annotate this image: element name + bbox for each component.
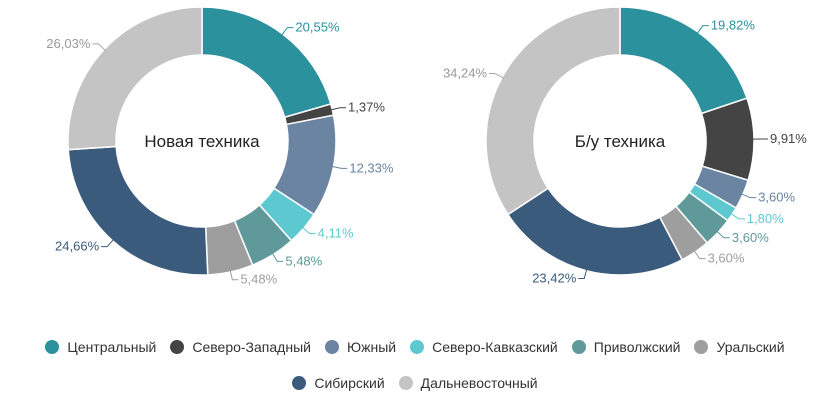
- donut1-leader-ural: [693, 250, 706, 260]
- donut0-label-south: 12,33%: [349, 160, 394, 175]
- donut1-label-south: 3,60%: [758, 190, 795, 205]
- donut1-label-far-east: 34,24%: [443, 66, 488, 81]
- legend-dot-central: [45, 340, 60, 354]
- legend-dot-far-east: [398, 376, 413, 390]
- donut1-leader-north-caucasus: [730, 212, 745, 220]
- legend-item-far-east[interactable]: Дальневосточный: [398, 375, 538, 391]
- donut1-leader-volga: [716, 230, 730, 239]
- donut1-label-volga: 3,60%: [732, 230, 769, 245]
- legend-label-far-east: Дальневосточный: [420, 375, 538, 391]
- legend-item-siberian[interactable]: Сибирский: [292, 375, 385, 391]
- donut1-leader-far-east: [489, 73, 505, 79]
- legend-item-ural[interactable]: Уральский: [694, 339, 785, 355]
- donut-charts: 20,55% 1,37% 12,33% 4,11% 5,48% 5,48% 24,66% 26…: [46, 6, 807, 287]
- donut0-label-northwest: 1,37%: [348, 100, 385, 115]
- legend-label-northwest: Северо-Западный: [192, 339, 311, 355]
- legend-dot-ural: [694, 340, 709, 354]
- legend-dot-volga: [571, 340, 586, 354]
- donut0-center-label: Новая техника: [144, 132, 260, 151]
- donut1-center-label: Б/у техника: [575, 132, 666, 151]
- donut0-leader-south: [331, 165, 348, 169]
- legend-label-central: Центральный: [67, 339, 157, 355]
- legend-item-central[interactable]: Центральный: [45, 339, 156, 355]
- legend-label-north-caucasus: Северо-Кавказский: [432, 339, 558, 355]
- donut1-leader-central: [696, 25, 709, 35]
- donut0-slice-far-east[interactable]: [67, 6, 203, 151]
- legend-label-south: Южный: [346, 339, 397, 355]
- donut0-leader-northwest: [330, 107, 347, 111]
- legend-dot-north-caucasus: [410, 340, 425, 354]
- donut1-label-ural: 3,60%: [708, 251, 745, 266]
- legend-item-northwest[interactable]: Северо-Западный: [170, 339, 311, 355]
- donut1-leader-siberian: [578, 268, 588, 279]
- legend-row-1: Центральный Северо-Западный Южный Северо…: [0, 339, 830, 355]
- donut0-leader-north-caucasus: [301, 226, 316, 235]
- legend-item-volga[interactable]: Приволжский: [571, 339, 681, 355]
- legend-label-siberian: Сибирский: [314, 375, 385, 391]
- donut0-label-ural: 5,48%: [240, 272, 277, 287]
- legend-item-north-caucasus[interactable]: Северо-Кавказский: [410, 339, 558, 355]
- donut-new-equipment: 20,55% 1,37% 12,33% 4,11% 5,48% 5,48% 24,66% 26…: [46, 6, 394, 287]
- donut1-label-central: 19,82%: [711, 18, 756, 33]
- donut0-label-central: 20,55%: [295, 20, 340, 35]
- donut1-slice-siberian[interactable]: [506, 187, 684, 276]
- legend-dot-siberian: [292, 376, 307, 390]
- donut0-label-north-caucasus: 4,11%: [318, 226, 354, 241]
- donut1-slice-far-east[interactable]: [485, 6, 621, 216]
- legend-label-volga: Приволжский: [593, 339, 681, 355]
- donut0-leader-central: [281, 27, 294, 36]
- donut0-leader-volga: [271, 252, 284, 262]
- donut0-label-siberian: 24,66%: [55, 239, 100, 254]
- legend-dot-south: [324, 340, 339, 354]
- donut0-leader-siberian: [101, 238, 115, 248]
- legend-item-south[interactable]: Южный: [324, 339, 397, 355]
- donut0-label-far-east: 26,03%: [46, 36, 91, 51]
- legend-row-2: Сибирский Дальневосточный: [0, 375, 830, 391]
- legend-dot-northwest: [170, 340, 185, 354]
- donut0-label-volga: 5,48%: [285, 253, 322, 268]
- donut1-label-siberian: 23,42%: [532, 270, 577, 285]
- legend-label-ural: Уральский: [716, 339, 785, 355]
- donut0-leader-ural: [229, 269, 239, 281]
- donut-used-equipment: 19,82% 9,91% 3,60% 1,80% 3,60% 3,60% 23,42% 34,…: [443, 6, 807, 285]
- donut0-slice-siberian[interactable]: [67, 145, 209, 276]
- donut1-leader-south: [740, 193, 757, 199]
- donut0-leader-far-east: [92, 43, 107, 52]
- donut1-label-northwest: 9,91%: [770, 131, 807, 146]
- donut1-label-north-caucasus: 1,80%: [747, 211, 784, 226]
